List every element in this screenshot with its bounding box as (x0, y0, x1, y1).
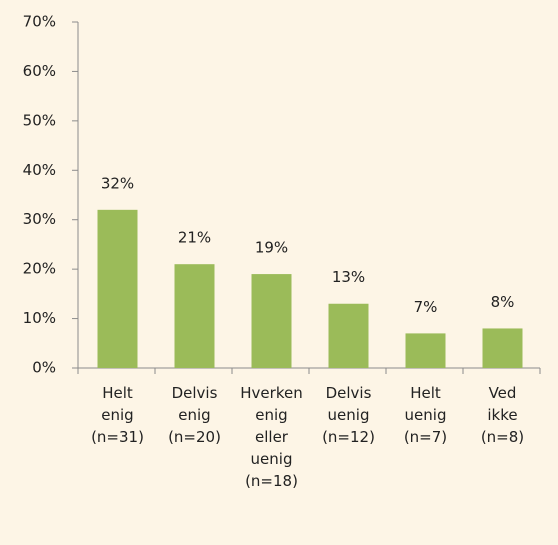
data-label: 21% (178, 229, 211, 247)
y-tick-label: 50% (23, 111, 56, 129)
data-label: 19% (255, 239, 288, 257)
bar (174, 264, 215, 368)
y-tick-label: 70% (23, 13, 56, 31)
x-tick-label: Helt enig (n=31) (91, 384, 144, 446)
y-tick-label: 60% (23, 62, 56, 80)
y-tick-label: 20% (23, 260, 56, 278)
bar (405, 333, 446, 368)
x-tick-label: Helt uenig (n=7) (404, 384, 447, 446)
data-label: 8% (491, 293, 515, 311)
data-label: 13% (332, 268, 365, 286)
bar (97, 209, 138, 368)
y-tick-label: 0% (32, 359, 56, 377)
x-tick-label: Ved ikke (n=8) (481, 384, 524, 446)
y-tick-label: 40% (23, 161, 56, 179)
data-label: 32% (101, 174, 134, 192)
y-tick-label: 30% (23, 210, 56, 228)
bar (482, 328, 523, 368)
bar (251, 274, 292, 368)
y-tick-label: 10% (23, 309, 56, 327)
x-tick-label: Delvis uenig (n=12) (322, 384, 375, 446)
x-tick-label: Delvis enig (n=20) (168, 384, 221, 446)
data-label: 7% (414, 298, 438, 316)
bar (328, 303, 369, 368)
x-tick-label: Hverken enig eller uenig (n=18) (240, 384, 302, 490)
